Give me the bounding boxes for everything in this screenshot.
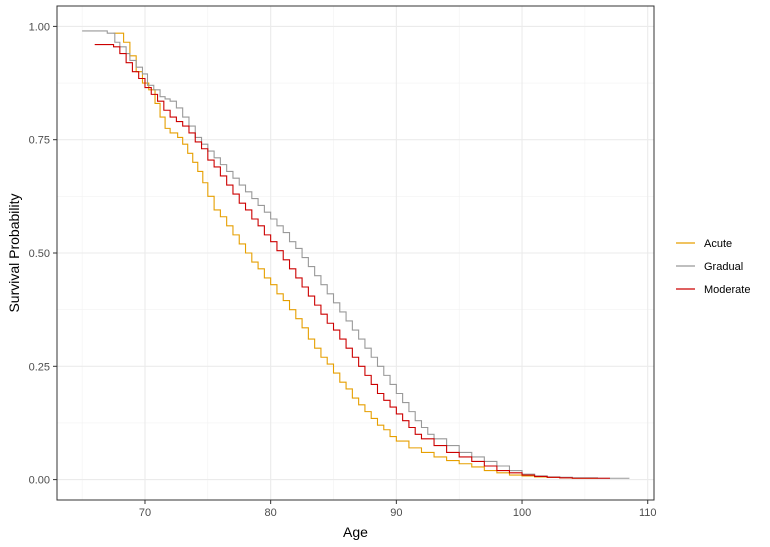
y-axis-title: Survival Probability (6, 193, 22, 312)
legend-item-gradual: Gradual (676, 261, 743, 273)
grid (57, 6, 654, 500)
legend-label: Acute (704, 238, 732, 250)
x-tick-label: 110 (639, 507, 657, 519)
x-tick-label: 100 (513, 507, 531, 519)
legend: Acute Gradual Moderate (676, 238, 750, 296)
y-tick-label: 1.00 (29, 21, 50, 33)
series-line-acute (113, 32, 598, 479)
legend-item-acute: Acute (676, 238, 732, 250)
y-tick-label: 0.25 (29, 361, 50, 373)
x-tick-label: 70 (139, 507, 151, 519)
y-tick-label: 0.75 (29, 135, 50, 147)
legend-item-moderate: Moderate (676, 284, 750, 296)
legend-label: Moderate (704, 284, 750, 296)
series-line-moderate (94, 43, 611, 479)
legend-label: Gradual (704, 261, 743, 273)
series-lines (82, 30, 630, 479)
series-line-gradual (82, 30, 630, 479)
x-tick-label: 90 (390, 507, 402, 519)
axis-ticks: 70 80 90 100 110 0.00 0.25 0.50 0.75 1.00 (29, 21, 657, 519)
y-tick-label: 0.50 (29, 248, 50, 260)
y-tick-label: 0.00 (29, 475, 50, 487)
x-axis-title: Age (343, 524, 368, 540)
x-tick-label: 80 (265, 507, 277, 519)
